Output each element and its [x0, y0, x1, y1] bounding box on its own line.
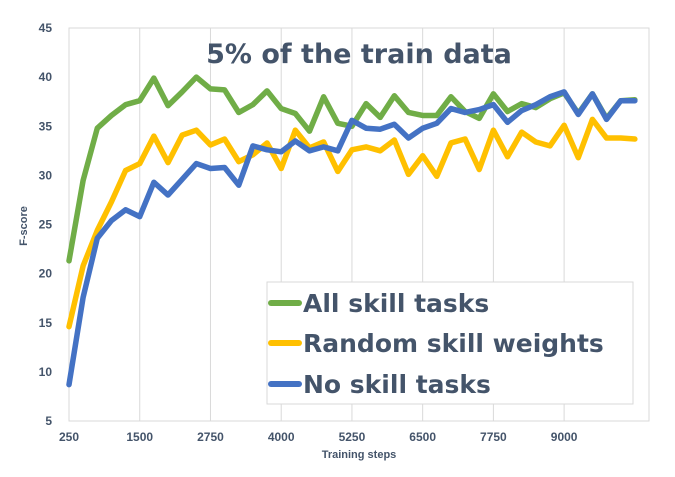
x-tick-label: 6500 — [409, 430, 436, 444]
y-tick-label: 5 — [45, 414, 52, 428]
y-tick-label: 25 — [39, 218, 53, 232]
chart-title: 5% of the train data — [206, 39, 512, 70]
x-axis-label: Training steps — [322, 449, 397, 461]
series-line-2 — [66, 89, 638, 388]
series-lines — [66, 74, 638, 388]
legend: All skill tasks Random skill weights No sk… — [266, 281, 634, 405]
y-tick-label: 35 — [39, 119, 53, 133]
y-tick-label: 30 — [39, 168, 53, 182]
y-tick-label: 10 — [39, 365, 53, 379]
y-tick-label: 20 — [39, 267, 53, 281]
y-tick-labels: 5 10 15 20 25 30 35 40 45 — [39, 21, 53, 428]
y-tick-label: 40 — [39, 70, 53, 84]
x-tick-label: 2750 — [197, 430, 224, 444]
plot-frame — [68, 27, 650, 422]
series-line-1 — [66, 116, 638, 330]
x-tick-label: 9000 — [551, 430, 578, 444]
legend-label: No skill tasks — [303, 370, 491, 399]
legend-label: All skill tasks — [303, 289, 489, 318]
legend-label: Random skill weights — [303, 329, 604, 358]
y-tick-label: 45 — [39, 21, 53, 35]
x-tick-label: 7750 — [480, 430, 507, 444]
y-axis-label: F-score — [18, 206, 30, 246]
x-tick-label: 250 — [59, 430, 79, 444]
x-tick-label: 4000 — [268, 430, 295, 444]
legend-box — [266, 281, 634, 405]
y-tick-label: 15 — [39, 316, 53, 330]
x-tick-labels: 250 1500 2750 4000 5250 6500 7750 9000 — [59, 430, 578, 444]
x-tick-label: 1500 — [126, 430, 153, 444]
x-tick-label: 5250 — [339, 430, 366, 444]
